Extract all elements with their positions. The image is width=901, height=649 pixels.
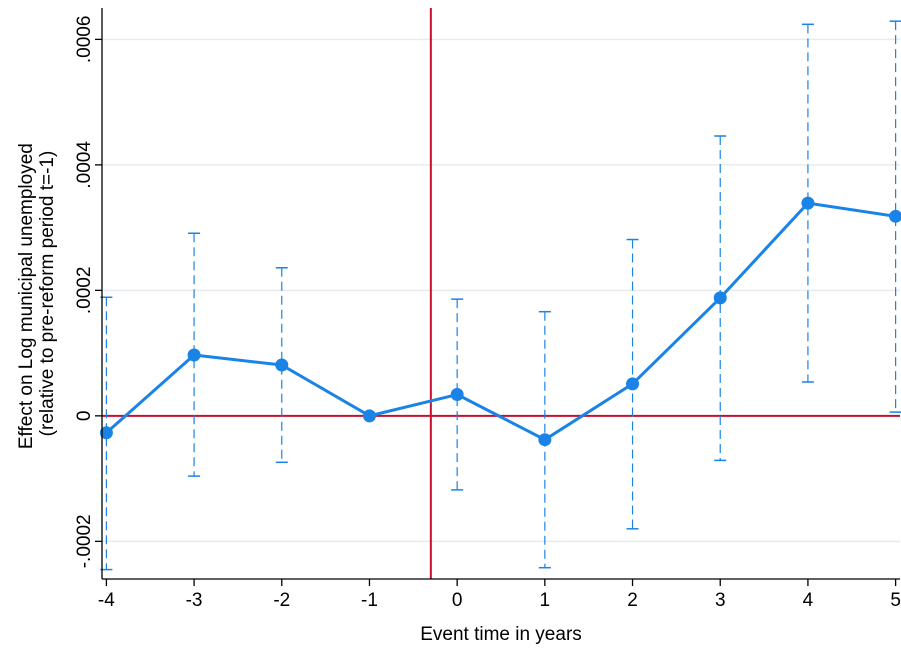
x-tick-label: 4 [803,590,814,611]
x-axis-title: Event time in years [420,624,582,645]
data-point [275,358,289,372]
x-tick-label: 1 [540,590,551,611]
x-tick-label: -1 [361,590,378,611]
data-point [801,196,815,210]
data-point [538,433,552,447]
reference-lines [102,8,900,579]
x-tick-label: 5 [890,590,901,611]
axes [95,8,900,586]
y-tick-label: -.0002 [74,514,95,568]
x-tick-label: 2 [627,590,638,611]
y-tick-label: 0 [74,411,95,422]
x-tick-label: 3 [715,590,726,611]
data-point [889,209,901,223]
data-point [187,348,201,362]
data-point [713,291,727,305]
x-tick-label: 0 [452,590,463,611]
y-axis-title: Effect on Log municipal unemployed (rela… [16,138,58,449]
x-tick-label: -4 [98,590,115,611]
series-line-path [105,201,896,442]
y-tick-label: .0004 [74,141,95,189]
data-point [362,409,376,423]
data-point [626,377,640,391]
gridlines [102,38,900,543]
confidence-intervals [100,20,901,571]
x-tick-labels: -4 -3 -2 -1 0 1 2 3 4 5 [98,590,901,611]
x-tick-label: -3 [186,590,203,611]
data-point [450,388,464,402]
series-points [99,196,901,447]
y-axis-title-line-2: (relative to pre-reform period t=-1) [37,151,58,437]
y-tick-labels: -.0002 0 .0002 .0004 .0006 [74,16,95,569]
series-line [105,201,896,442]
y-tick-label: .0006 [74,16,95,64]
y-tick-label: .0002 [74,267,95,315]
x-tick-label: -2 [273,590,290,611]
y-axis-title-line-1: Effect on Log municipal unemployed [16,143,37,449]
data-point [99,426,113,440]
